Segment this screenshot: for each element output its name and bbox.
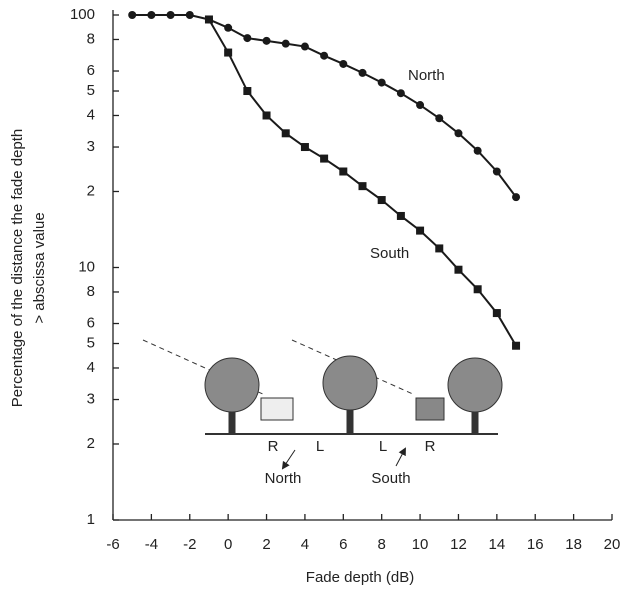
series-annotation: North [408,67,445,84]
x-tick-label: 12 [450,536,467,553]
vehicle [415,397,445,421]
point [416,226,425,235]
y-tick-label: 5 [87,334,95,351]
point [300,42,309,51]
point [473,146,482,155]
x-tick-label: -6 [106,536,119,553]
point [262,36,271,45]
x-tick-label: 0 [224,536,232,553]
point [396,211,405,220]
y-tick-label: 8 [87,283,95,300]
y-axis-title: > abscissa value [31,212,48,323]
inset-label: L [316,438,324,455]
point [492,167,501,176]
inset-label: R [425,438,436,455]
arrow [395,447,406,467]
point [243,34,252,43]
y-tick-label: 2 [87,182,95,199]
point [512,193,521,202]
x-tick-label: 20 [604,536,621,553]
inset-label: L [379,438,387,455]
series-annotation: South [370,245,409,262]
y-tick-label: 3 [87,390,95,407]
vehicle [260,397,294,421]
y-tick-label: 6 [87,62,95,79]
point [416,101,425,110]
point [377,78,386,87]
inset-diagram [142,339,503,470]
point [320,51,329,60]
point [396,89,405,98]
series-line [132,14,517,198]
y-tick-label: 100 [70,6,95,23]
point [339,59,348,68]
point [262,111,271,120]
point [473,285,482,294]
tree [204,355,503,435]
inset-label: R [268,438,279,455]
y-tick-label: 4 [87,359,95,376]
point [358,68,367,77]
inset-label: North [265,470,302,487]
x-tick-label: -2 [183,536,196,553]
point [224,23,233,32]
point [147,11,156,19]
point [454,129,463,138]
x-tick-label: 16 [527,536,544,553]
point [185,11,194,19]
x-tick-label: 6 [339,536,347,553]
point [377,196,386,205]
point [166,11,175,19]
inset-label: South [371,470,410,487]
point [281,129,290,138]
point [358,182,367,191]
point [300,143,309,152]
y-tick-label: 10 [78,258,95,275]
y-tick-label: 1 [87,511,95,528]
point [492,309,501,318]
y-tick-label: 8 [87,30,95,47]
point [339,167,348,176]
x-tick-label: -4 [145,536,158,553]
point [454,265,463,274]
x-tick-label: 18 [565,536,582,553]
point [204,15,213,24]
point [320,154,329,163]
x-axis-title: Fade depth (dB) [306,569,414,586]
y-tick-label: 5 [87,82,95,99]
y-tick-label: 3 [87,138,95,155]
point [435,244,444,253]
point [128,11,137,19]
x-tick-label: 4 [301,536,309,553]
y-tick-label: 6 [87,314,95,331]
point [243,87,252,96]
arrow [281,449,296,470]
point [435,114,444,123]
y-axis-title: Percentage of the distance the fade dept… [9,129,26,408]
y-tick-label: 2 [87,435,95,452]
x-tick-label: 14 [489,536,506,553]
x-tick-label: 2 [262,536,270,553]
inset-labels: R L L R North South [265,438,436,487]
point [512,341,521,350]
x-tick-label: 10 [412,536,429,553]
y-tick-label: 4 [87,106,95,123]
point [281,39,290,48]
point [224,48,233,57]
x-tick-label: 8 [378,536,386,553]
